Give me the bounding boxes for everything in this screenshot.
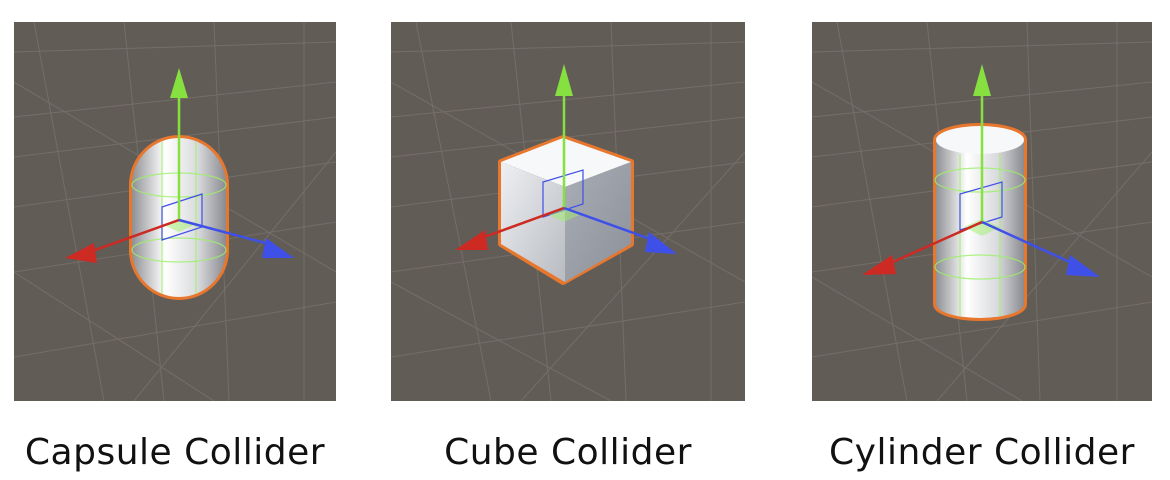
collider-wireframe [934, 154, 1026, 316]
ground-grid [391, 22, 745, 401]
cylinder-collider-caption: Cylinder Collider [829, 432, 1135, 473]
y-axis-arrow [170, 68, 188, 98]
x-axis-arrow [65, 243, 97, 263]
cube-left-face [501, 162, 565, 282]
x-axis-arrow [455, 230, 488, 250]
transform-gizmo[interactable] [65, 68, 294, 263]
cube-right-face [565, 162, 631, 282]
cube-top-face [501, 138, 631, 187]
transform-gizmo[interactable] [862, 64, 1100, 277]
capsule-scene [14, 22, 336, 401]
z-axis-arrow [1066, 255, 1100, 277]
y-axis-arrow [973, 64, 991, 96]
cylinder-top-face [936, 126, 1024, 154]
cube-collider-caption: Cube Collider [444, 432, 692, 473]
x-axis-arrow [862, 255, 896, 275]
transform-gizmo[interactable] [455, 64, 677, 254]
z-axis-arrow [645, 232, 677, 254]
y-axis-arrow [555, 64, 573, 96]
cube-scene [391, 22, 745, 401]
ground-grid [812, 22, 1152, 401]
capsule-collider-viewport[interactable] [14, 22, 336, 401]
cylinder-collider-viewport[interactable] [812, 22, 1152, 401]
cylinder-scene [812, 22, 1152, 401]
capsule-collider-caption: Capsule Collider [24, 432, 326, 473]
z-axis-arrow [262, 238, 294, 258]
cube-collider-viewport[interactable] [391, 22, 745, 401]
